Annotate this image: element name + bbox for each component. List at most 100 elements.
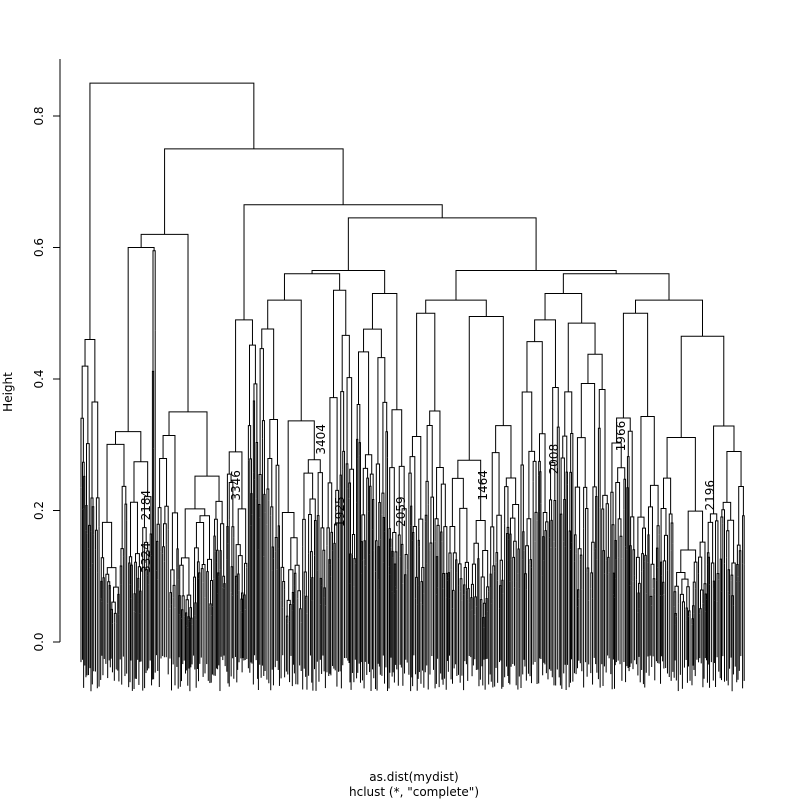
merge-node — [392, 531, 397, 552]
merge-node — [115, 431, 142, 462]
merge-node — [470, 597, 473, 611]
merge-node — [178, 595, 181, 617]
merge-node — [303, 472, 314, 520]
merge-node — [391, 550, 394, 592]
merge-node — [381, 492, 385, 518]
merge-node — [420, 581, 424, 605]
merge-node — [699, 608, 702, 614]
merge-node — [152, 250, 156, 372]
merge-node — [217, 572, 220, 594]
merge-node — [585, 508, 589, 568]
merge-node — [81, 365, 89, 444]
merge-node — [662, 560, 667, 583]
merge-node — [544, 530, 547, 549]
merge-node — [445, 572, 448, 598]
merge-node — [275, 464, 280, 538]
merge-node — [281, 511, 295, 568]
merge-node — [590, 572, 594, 599]
method-subtitle: hclust (*, "complete") — [349, 785, 479, 799]
merge-node — [119, 565, 123, 585]
merge-node — [542, 536, 545, 576]
merge-node — [637, 516, 645, 558]
merge-node — [240, 598, 243, 613]
merge-node — [417, 539, 420, 586]
merge-node — [159, 458, 168, 508]
merge-node — [680, 549, 697, 573]
merge-node — [261, 420, 265, 495]
merge-node — [623, 478, 627, 547]
merge-node — [549, 499, 553, 538]
merge-node — [616, 417, 631, 443]
merge-node — [674, 585, 679, 604]
merge-node — [277, 525, 280, 563]
merge-node — [719, 558, 723, 592]
merge-node — [579, 554, 583, 590]
merge-node — [308, 514, 312, 554]
merge-node — [363, 328, 382, 358]
merge-node — [504, 486, 509, 528]
merge-node — [526, 341, 543, 434]
merge-node — [226, 473, 232, 527]
merge-node — [349, 553, 352, 584]
merge-node — [361, 514, 366, 542]
merge-node — [234, 575, 238, 585]
y-tick-label: 0.0 — [32, 632, 46, 651]
merge-node — [101, 521, 113, 568]
merge-node — [449, 525, 456, 554]
merge-node — [162, 523, 167, 547]
leaf-label: 2008 — [547, 444, 561, 475]
merge-node — [106, 567, 117, 588]
merge-node — [398, 465, 405, 535]
merge-node — [482, 549, 489, 587]
merge-node — [408, 472, 412, 510]
merge-node — [564, 391, 573, 437]
merge-node — [742, 515, 745, 565]
merge-node — [602, 494, 608, 510]
merge-node — [282, 581, 286, 608]
y-tick-label: 0.6 — [32, 238, 46, 257]
merge-node — [345, 463, 349, 523]
merge-node — [382, 516, 386, 563]
merge-node — [544, 293, 583, 324]
leaf-label: 3404 — [314, 424, 328, 455]
leaf-label: 1464 — [476, 470, 490, 501]
merge-node — [140, 233, 189, 412]
merge-node — [400, 543, 404, 584]
merge-node — [662, 581, 665, 596]
merge-node — [349, 468, 355, 535]
merge-node — [707, 521, 714, 563]
merge-node — [309, 551, 313, 579]
merge-node — [577, 548, 582, 590]
merge-node — [574, 486, 581, 549]
merge-node — [230, 566, 234, 596]
merge-node — [521, 391, 533, 466]
merge-node — [364, 454, 373, 475]
merge-node — [86, 443, 90, 526]
merge-node — [416, 312, 436, 437]
merge-node — [691, 618, 694, 625]
merge-node — [470, 583, 474, 598]
merge-node — [356, 404, 361, 443]
merge-node — [375, 540, 378, 572]
merge-node — [699, 589, 704, 609]
merge-node — [495, 425, 512, 479]
merge-node — [647, 534, 650, 563]
merge-node — [340, 391, 345, 476]
merge-node — [307, 459, 321, 474]
merge-node — [346, 377, 353, 470]
merge-node — [216, 549, 219, 573]
leaf-label: 2059 — [394, 496, 408, 527]
merge-node — [629, 545, 632, 586]
merge-node — [442, 573, 446, 596]
merge-node — [237, 508, 247, 564]
merge-node — [685, 607, 688, 621]
merge-node — [305, 595, 308, 614]
merge-node — [699, 541, 706, 584]
merge-node — [179, 564, 184, 596]
merge-node — [583, 486, 588, 529]
merge-node — [738, 486, 744, 546]
merge-node — [463, 584, 466, 595]
y-tick-label: 0.8 — [32, 106, 46, 125]
merge-node — [443, 526, 448, 574]
merge-node — [121, 485, 127, 549]
